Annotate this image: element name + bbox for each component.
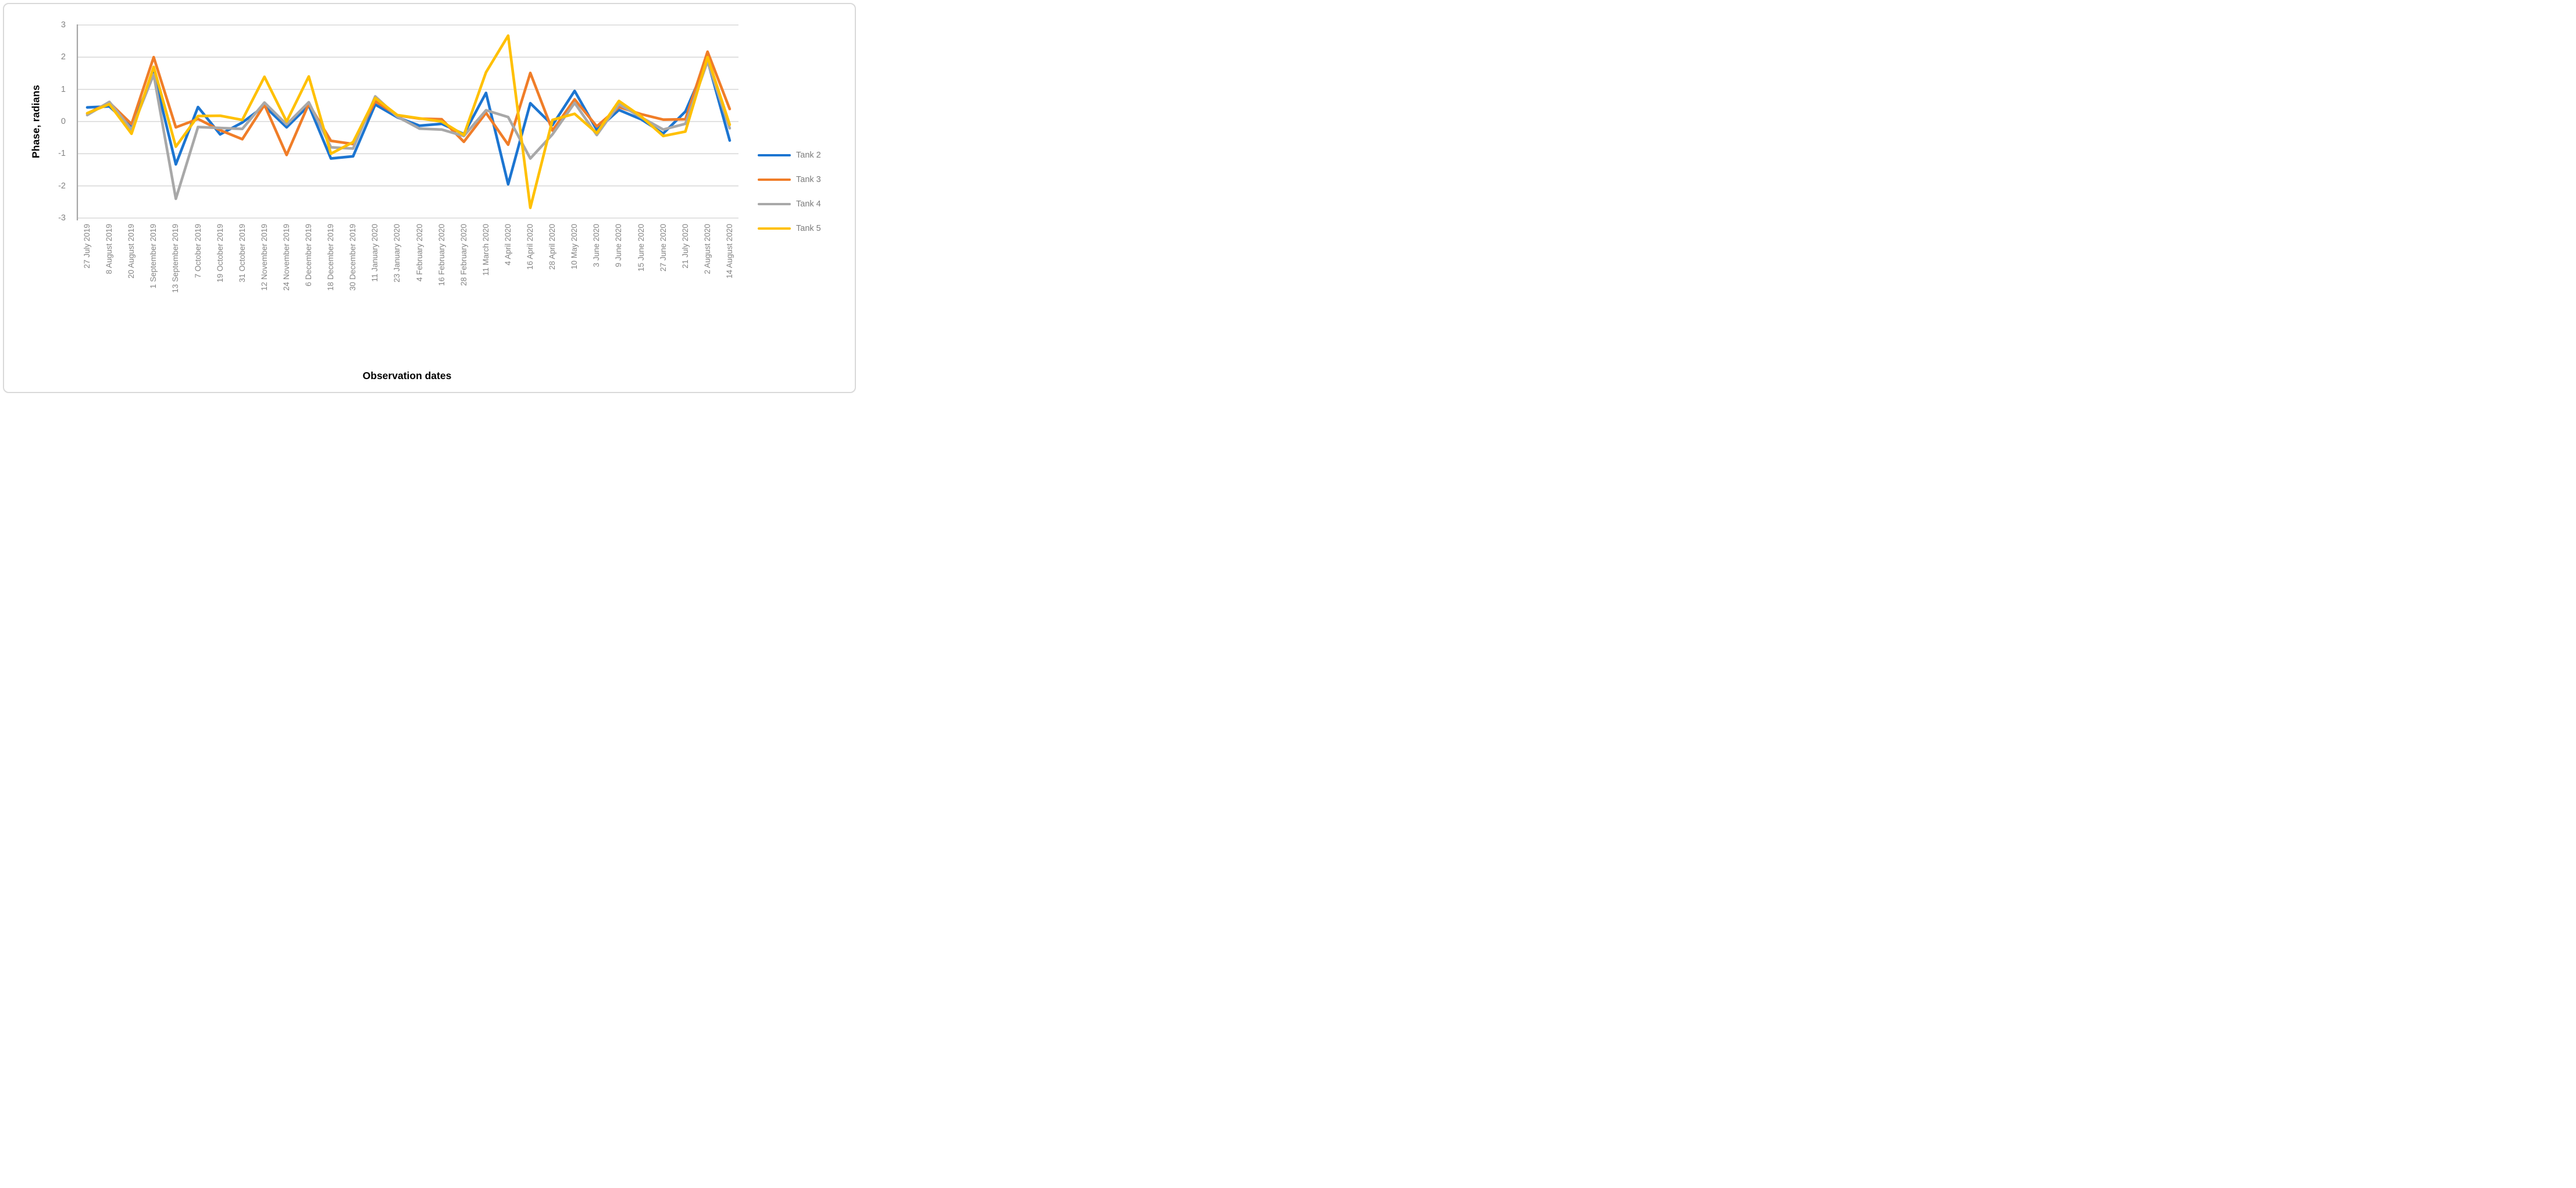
x-tick-label: 27 July 2019 — [83, 224, 91, 269]
x-tick-label: 23 January 2020 — [393, 224, 402, 283]
x-tick-label: 16 February 2020 — [437, 224, 446, 286]
x-tick-label: 12 November 2019 — [259, 224, 269, 291]
legend-item-tank-2: Tank 2 — [758, 143, 821, 167]
series-line-tank-3 — [85, 50, 732, 156]
x-tick-label: 28 February 2020 — [459, 224, 468, 286]
x-tick-label: 30 December 2019 — [348, 224, 358, 291]
x-tick-label: 21 July 2020 — [680, 224, 690, 269]
plot-area — [76, 24, 738, 220]
x-tick-label: 31 October 2019 — [237, 224, 247, 283]
y-tick-label-2: 2 — [60, 52, 66, 62]
y-tick-label-1: 1 — [60, 84, 66, 94]
y-tick-label-0: 0 — [60, 117, 66, 126]
x-tick-label: 4 April 2020 — [503, 224, 512, 266]
x-tick-label: 10 May 2020 — [570, 224, 579, 270]
series-line-tank-5 — [85, 34, 732, 209]
y-tick-label--2: -2 — [58, 181, 66, 191]
legend-label: Tank 2 — [796, 151, 821, 160]
x-tick-label: 9 June 2020 — [614, 224, 623, 267]
y-tick-label-3: 3 — [60, 20, 66, 30]
series-line-tank-4 — [85, 60, 732, 201]
legend-label: Tank 3 — [796, 175, 821, 184]
x-tick-label: 24 November 2019 — [281, 224, 291, 291]
x-tick-label: 19 October 2019 — [215, 224, 224, 283]
x-tick-label: 27 June 2020 — [658, 224, 668, 272]
x-tick-label: 14 August 2020 — [725, 224, 734, 279]
legend-item-tank-3: Tank 3 — [758, 167, 821, 192]
x-tick-label: 2 August 2020 — [702, 224, 712, 274]
y-tick-label--1: -1 — [58, 149, 66, 159]
legend-item-tank-4: Tank 4 — [758, 192, 821, 216]
legend-label: Tank 5 — [796, 224, 821, 233]
x-tick-label: 15 June 2020 — [636, 224, 645, 272]
legend-line-swatch — [758, 154, 791, 157]
x-tick-label: 6 December 2019 — [304, 224, 313, 287]
legend-line-swatch — [758, 227, 791, 230]
legend-label: Tank 4 — [796, 199, 821, 209]
x-tick-label: 3 June 2020 — [592, 224, 601, 267]
x-tick-label: 11 March 2020 — [481, 224, 490, 276]
x-axis-title: Observation dates — [362, 370, 452, 381]
x-tick-label: 1 September 2019 — [149, 224, 158, 289]
x-tick-label: 28 April 2020 — [548, 224, 557, 270]
y-tick-label--3: -3 — [58, 213, 66, 223]
x-tick-label: 8 August 2019 — [105, 224, 114, 274]
x-tick-label: 18 December 2019 — [326, 224, 336, 291]
x-tick-label: 13 September 2019 — [171, 224, 180, 293]
chart-legend: Tank 2 Tank 3 Tank 4 Tank 5 — [758, 143, 821, 241]
legend-line-swatch — [758, 178, 791, 181]
legend-item-tank-5: Tank 5 — [758, 216, 821, 241]
x-tick-label: 20 August 2019 — [127, 224, 136, 279]
x-tick-label: 7 October 2019 — [193, 224, 202, 279]
x-tick-label: 11 January 2020 — [370, 224, 380, 282]
legend-line-swatch — [758, 202, 791, 206]
x-tick-label: 16 April 2020 — [526, 224, 534, 270]
x-tick-label: 4 February 2020 — [415, 224, 424, 282]
line-chart-figure: Phase, radians Observation dates 3 2 1 0 -1-… — [0, 0, 859, 396]
